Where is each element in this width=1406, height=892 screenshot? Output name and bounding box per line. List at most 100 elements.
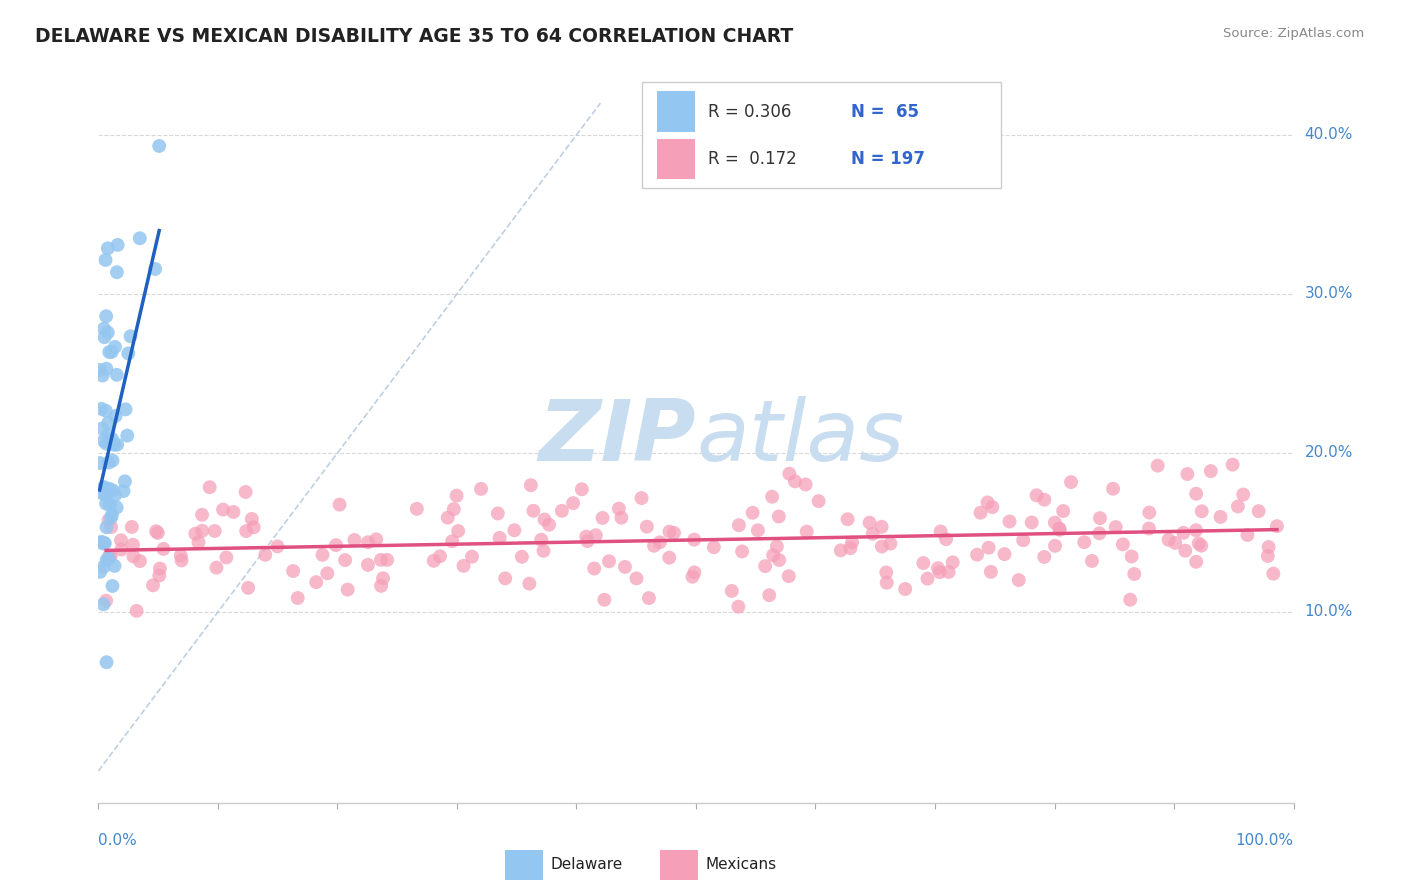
Point [117, 428, 139, 442]
Point [98, 482, 121, 496]
Point [1021, 516, 1043, 530]
Point [91, 421, 114, 435]
Point [571, 483, 593, 497]
Text: N = 197: N = 197 [852, 150, 925, 168]
Point [858, 516, 880, 530]
Point [125, 604, 148, 618]
Point [105, 265, 128, 279]
Point [1081, 554, 1104, 568]
Point [766, 540, 789, 554]
Point [841, 535, 863, 549]
Point [1257, 540, 1279, 554]
Point [91, 368, 114, 383]
Point [592, 511, 614, 525]
Point [1177, 467, 1199, 481]
Point [1209, 510, 1232, 524]
Point [862, 526, 884, 541]
Point [575, 530, 598, 544]
Point [747, 523, 769, 537]
Point [316, 566, 339, 581]
Point [1137, 506, 1160, 520]
Point [98, 345, 121, 359]
Point [101, 579, 124, 593]
Point [311, 548, 333, 562]
Point [371, 571, 394, 585]
Point [370, 579, 392, 593]
Point [1146, 458, 1168, 473]
Point [100, 510, 122, 524]
Point [461, 549, 484, 564]
Point [122, 549, 145, 564]
Point [551, 504, 574, 518]
Point [662, 525, 685, 540]
Point [187, 535, 209, 549]
Point [112, 483, 135, 498]
Point [638, 591, 661, 605]
Point [966, 548, 988, 562]
Text: 30.0%: 30.0% [1305, 286, 1353, 301]
Point [89, 363, 111, 377]
Point [1185, 555, 1208, 569]
Point [870, 540, 893, 554]
Point [97, 326, 120, 340]
Text: N =  65: N = 65 [852, 103, 920, 120]
Point [281, 564, 304, 578]
Point [96, 436, 118, 450]
Point [96, 520, 118, 534]
Bar [657, 139, 695, 179]
Point [96, 488, 118, 502]
Point [97, 456, 120, 470]
Point [1137, 522, 1160, 536]
Point [94, 497, 117, 511]
Point [929, 524, 952, 539]
Bar [661, 850, 699, 880]
Point [1265, 519, 1288, 533]
Point [1185, 487, 1208, 501]
Point [101, 436, 124, 450]
Point [446, 489, 468, 503]
Point [128, 231, 150, 245]
Point [754, 559, 776, 574]
Point [610, 510, 633, 524]
Point [110, 542, 132, 557]
Point [1088, 526, 1111, 541]
Point [96, 310, 118, 324]
Point [94, 403, 117, 417]
Text: Source: ZipAtlas.com: Source: ZipAtlas.com [1223, 27, 1364, 40]
Point [94, 252, 117, 267]
Point [758, 588, 780, 602]
Point [93, 480, 115, 494]
Point [681, 570, 703, 584]
Point [453, 558, 475, 573]
Point [114, 402, 136, 417]
Point [89, 535, 111, 549]
Point [796, 524, 818, 539]
Point [807, 494, 830, 508]
Point [235, 485, 257, 500]
Point [658, 550, 681, 565]
Point [533, 512, 555, 526]
Point [222, 505, 245, 519]
Point [97, 241, 120, 255]
Point [333, 553, 356, 567]
Point [998, 515, 1021, 529]
Point [357, 535, 380, 549]
Point [242, 520, 264, 534]
Point [336, 582, 359, 597]
Point [703, 540, 725, 554]
Point [93, 536, 115, 550]
Point [683, 566, 706, 580]
Point [235, 524, 257, 538]
Point [1008, 573, 1031, 587]
Point [104, 340, 127, 354]
Point [1052, 504, 1074, 518]
Point [1033, 549, 1056, 564]
Point [876, 575, 898, 590]
Point [93, 321, 115, 335]
Point [205, 560, 228, 574]
Point [1189, 539, 1212, 553]
Point [105, 500, 128, 515]
Point [486, 507, 509, 521]
Point [287, 591, 309, 605]
Text: R =  0.172: R = 0.172 [709, 150, 797, 168]
